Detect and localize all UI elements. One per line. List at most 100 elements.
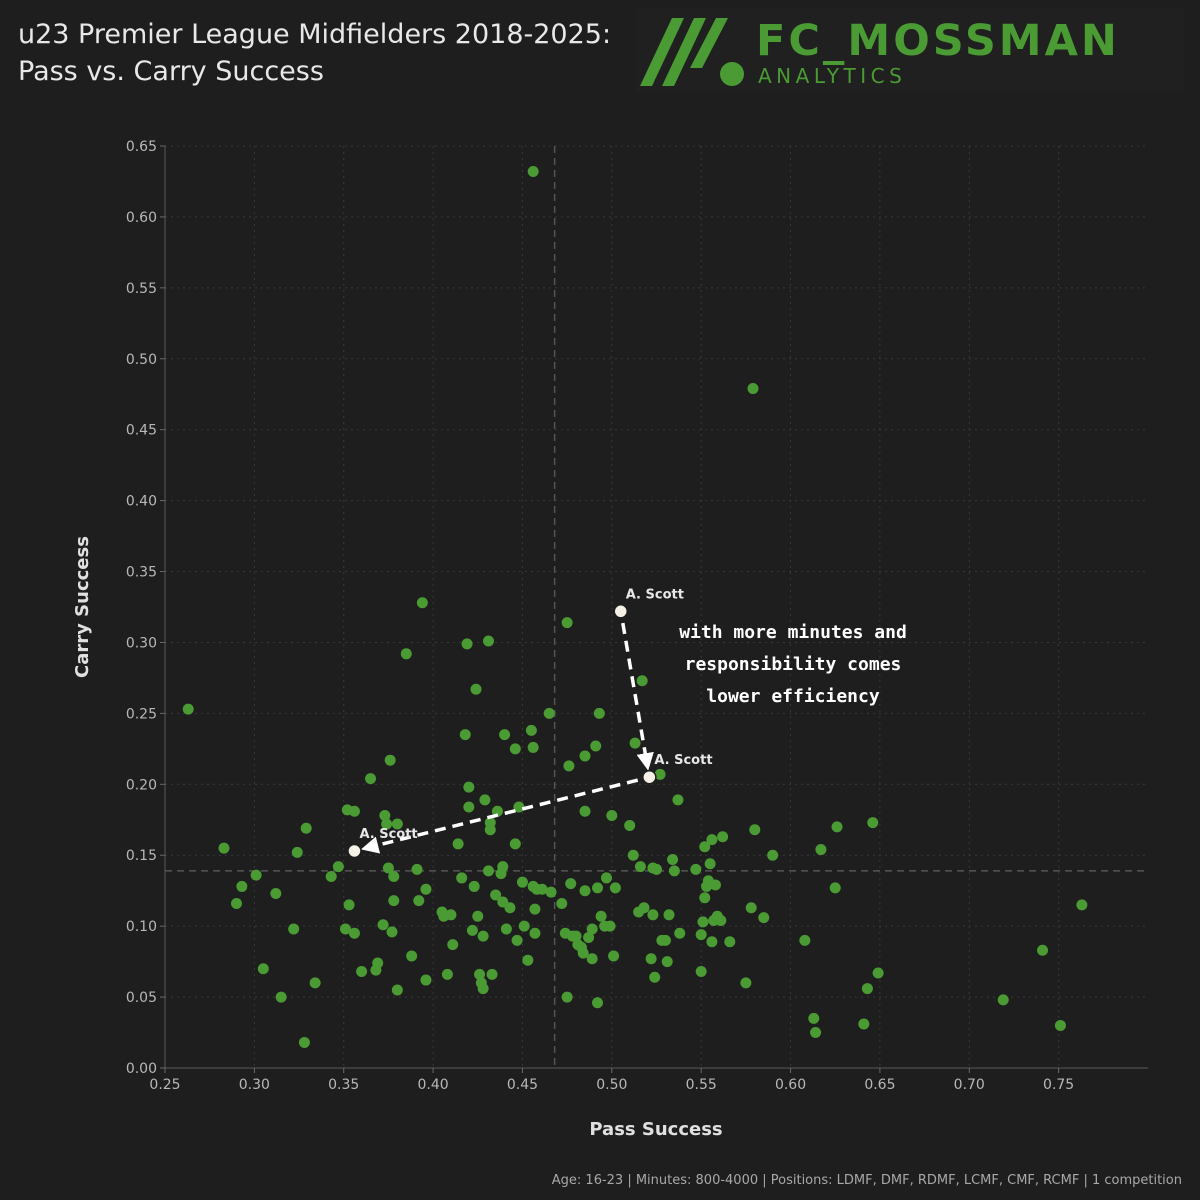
data-point bbox=[416, 597, 428, 609]
data-point bbox=[561, 991, 573, 1003]
data-point bbox=[270, 888, 282, 900]
data-point bbox=[604, 920, 616, 932]
x-tick-label: 0.75 bbox=[1043, 1077, 1074, 1093]
x-axis-label: Pass Success bbox=[589, 1119, 722, 1140]
data-point bbox=[749, 824, 761, 836]
data-point bbox=[470, 683, 482, 695]
data-point bbox=[461, 638, 473, 650]
data-point bbox=[740, 977, 752, 989]
data-point bbox=[484, 824, 496, 836]
data-point bbox=[579, 750, 591, 762]
data-point bbox=[579, 885, 591, 897]
data-point bbox=[667, 853, 679, 865]
data-point bbox=[529, 927, 541, 939]
data-point bbox=[486, 968, 498, 980]
mean-lines bbox=[165, 146, 1148, 1068]
data-point bbox=[695, 966, 707, 978]
data-point bbox=[867, 817, 879, 829]
y-tick-label: 0.30 bbox=[126, 635, 157, 651]
x-tick-label: 0.35 bbox=[328, 1077, 359, 1093]
data-point bbox=[634, 861, 646, 873]
data-point bbox=[377, 919, 389, 931]
annotation-text: with more minutes and responsibility come… bbox=[679, 622, 907, 707]
y-tick-label: 0.35 bbox=[126, 565, 157, 581]
data-point bbox=[592, 997, 604, 1009]
y-tick-label: 0.15 bbox=[126, 848, 157, 864]
data-point bbox=[529, 903, 541, 915]
highlighted-point-label: A. Scott bbox=[626, 587, 684, 602]
data-point bbox=[858, 1018, 870, 1030]
data-points bbox=[182, 166, 1088, 1048]
data-point bbox=[391, 818, 403, 830]
data-point bbox=[463, 801, 475, 813]
data-point bbox=[491, 805, 503, 817]
data-point bbox=[672, 794, 684, 806]
data-point bbox=[608, 950, 620, 962]
data-point bbox=[606, 810, 618, 822]
data-point bbox=[645, 953, 657, 965]
axes: 0.25 0.30 0.35 0.40 0.45 0.50 0.55 0.60 0.65 0.70… bbox=[126, 139, 1148, 1093]
highlighted-point bbox=[642, 769, 657, 785]
data-point bbox=[365, 773, 377, 785]
data-point bbox=[388, 871, 400, 883]
data-point bbox=[536, 883, 548, 895]
y-tick-label: 0.10 bbox=[126, 919, 157, 935]
data-point bbox=[332, 861, 344, 873]
data-point bbox=[697, 916, 709, 928]
data-point bbox=[291, 846, 303, 858]
data-point bbox=[182, 703, 194, 715]
data-point bbox=[288, 923, 300, 935]
data-point bbox=[499, 729, 511, 741]
data-point bbox=[659, 934, 671, 946]
brand-logo: FC_MOSSMAN ANALYTICS bbox=[636, 8, 1184, 92]
highlighted-point-label: A. Scott bbox=[359, 827, 417, 842]
data-point bbox=[661, 956, 673, 968]
data-point bbox=[525, 724, 537, 736]
progression-arrow bbox=[621, 622, 654, 771]
data-point bbox=[400, 648, 412, 660]
data-point bbox=[706, 834, 718, 846]
y-axis-label: Carry Success bbox=[72, 536, 93, 678]
data-point bbox=[522, 954, 534, 966]
data-point bbox=[445, 909, 457, 921]
data-point bbox=[447, 939, 459, 951]
data-point bbox=[590, 740, 602, 752]
data-point bbox=[674, 927, 686, 939]
data-point bbox=[459, 729, 471, 741]
data-point bbox=[250, 869, 262, 881]
data-point bbox=[420, 974, 432, 986]
logo-subtitle: ANALYTICS bbox=[758, 64, 907, 88]
y-tick-label: 0.25 bbox=[126, 706, 157, 722]
data-point bbox=[379, 810, 391, 822]
data-point bbox=[482, 865, 494, 877]
grid bbox=[164, 145, 1148, 1069]
data-point bbox=[474, 968, 486, 980]
data-point bbox=[218, 842, 230, 854]
data-point bbox=[808, 1012, 820, 1024]
data-point bbox=[563, 760, 575, 772]
data-point bbox=[384, 754, 396, 766]
data-point bbox=[586, 923, 598, 935]
data-point bbox=[654, 768, 666, 780]
footer-filters: Age: 16-23 | Minutes: 800-4000 | Positio… bbox=[551, 1173, 1182, 1188]
data-point bbox=[391, 984, 403, 996]
data-point bbox=[699, 892, 711, 904]
y-tick-label: 0.55 bbox=[126, 281, 157, 297]
data-point bbox=[545, 886, 557, 898]
data-point bbox=[420, 883, 432, 895]
data-point bbox=[500, 923, 512, 935]
data-point bbox=[468, 880, 480, 892]
y-tick-label: 0.05 bbox=[126, 990, 157, 1006]
x-tick-label: 0.65 bbox=[864, 1077, 895, 1093]
y-tick-label: 0.65 bbox=[126, 139, 157, 155]
x-tick-label: 0.25 bbox=[149, 1077, 180, 1093]
data-point bbox=[570, 930, 582, 942]
data-point bbox=[275, 991, 287, 1003]
data-point bbox=[747, 383, 759, 395]
data-point bbox=[543, 707, 555, 719]
highlighted-point-label: A. Scott bbox=[654, 753, 712, 768]
data-point bbox=[513, 801, 525, 813]
data-point bbox=[704, 858, 716, 870]
x-tick-label: 0.50 bbox=[596, 1077, 627, 1093]
data-point bbox=[799, 934, 811, 946]
